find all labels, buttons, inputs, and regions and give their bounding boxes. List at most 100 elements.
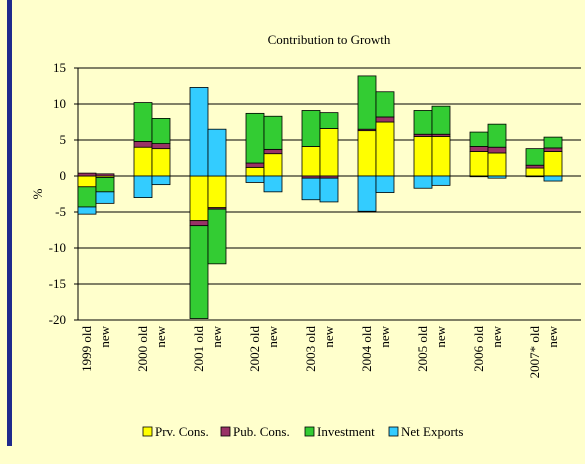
bar-segment: [207, 175, 227, 209]
chart-title: Contribution to Growth: [268, 32, 391, 47]
legend-swatch: [388, 426, 399, 437]
x-tick-label: new: [97, 325, 112, 347]
bar-segment: [319, 128, 339, 177]
bar-segment: [375, 116, 395, 123]
x-tick-label: 2000 old: [135, 326, 150, 372]
bar-segment: [77, 172, 97, 177]
bar-segment: [133, 175, 153, 199]
bar-segment: [301, 110, 321, 147]
bar-segment: [263, 153, 283, 177]
legend-label: Investment: [317, 424, 375, 439]
y-tick-label: 15: [53, 60, 66, 75]
bar-segment: [357, 130, 377, 177]
bar-segment: [319, 112, 339, 129]
x-tick-label: new: [265, 325, 280, 347]
bar-segment: [375, 91, 395, 118]
x-tick-label: new: [433, 325, 448, 347]
bar-segment: [189, 175, 209, 222]
bar-segment: [431, 105, 451, 135]
bar-segment: [301, 177, 321, 201]
bar-segment: [95, 191, 115, 204]
x-tick-label: new: [321, 325, 336, 347]
legend-label: Prv. Cons.: [155, 424, 209, 439]
side-strip: [7, 0, 12, 446]
bar-segment: [375, 175, 395, 193]
y-tick-label: 10: [53, 96, 66, 111]
bar-segment: [245, 162, 265, 168]
x-tick-label: new: [489, 325, 504, 347]
x-tick-label: new: [545, 325, 560, 347]
bar-segment: [189, 225, 209, 319]
bar-segment: [413, 175, 433, 189]
bar-segment: [133, 146, 153, 177]
y-tick-label: -20: [49, 312, 66, 327]
bar-segment: [469, 131, 489, 147]
bar-segment: [525, 148, 545, 166]
y-tick-label: 5: [60, 132, 67, 147]
x-tick-label: 1999 old: [79, 326, 94, 372]
bar-segment: [263, 115, 283, 150]
x-tick-label: new: [209, 325, 224, 347]
legend-label: Net Exports: [401, 424, 463, 439]
bar-segment: [133, 141, 153, 148]
bar-segment: [487, 175, 507, 179]
y-tick-label: -15: [49, 276, 66, 291]
bar-segment: [151, 148, 171, 177]
bar-segment: [525, 167, 545, 177]
bar-segment: [469, 151, 489, 177]
bar-segment: [151, 143, 171, 150]
bar-segment: [319, 177, 339, 203]
bar-segment: [207, 208, 227, 265]
bar-segment: [469, 146, 489, 152]
bar-segment: [151, 118, 171, 145]
bar-segment: [301, 146, 321, 177]
bar-segment: [543, 151, 563, 177]
y-axis-label: %: [30, 188, 45, 199]
x-tick-label: 2002 old: [247, 326, 262, 372]
bar-segment: [487, 146, 507, 154]
x-tick-label: 2003 old: [303, 326, 318, 372]
bar-segment: [95, 177, 115, 193]
bar-segment: [431, 135, 451, 177]
legend-label: Pub. Cons.: [233, 424, 290, 439]
bar-segment: [189, 87, 209, 177]
bar-segment: [469, 175, 489, 178]
bar-segment: [245, 166, 265, 177]
x-tick-label: new: [377, 325, 392, 347]
bar-segment: [525, 164, 545, 169]
bar-segment: [431, 175, 451, 186]
bar-segment: [413, 135, 433, 177]
legend-swatch: [220, 426, 231, 437]
x-tick-label: new: [153, 325, 168, 347]
bar-segment: [487, 152, 507, 177]
bar-segment: [77, 206, 97, 215]
bar-segment: [357, 75, 377, 130]
bar-segment: [95, 173, 115, 177]
bar-segment: [189, 220, 209, 227]
bar-segment: [77, 186, 97, 208]
bar-segment: [543, 147, 563, 152]
x-tick-label: 2007* old: [527, 326, 542, 379]
y-tick-label: 0: [60, 168, 67, 183]
x-tick-label: 2005 old: [415, 326, 430, 372]
bar-segment: [375, 121, 395, 177]
bar-segment: [133, 102, 153, 142]
bar-segment: [357, 175, 377, 212]
bar-segment: [77, 175, 97, 188]
bar-segment: [263, 148, 283, 155]
x-tick-label: 2006 old: [471, 326, 486, 372]
y-tick-label: -10: [49, 240, 66, 255]
bar-segment: [525, 175, 545, 178]
bar-segment: [263, 175, 283, 193]
bar-segment: [207, 128, 227, 177]
legend-swatch: [142, 426, 153, 437]
bar-segment: [151, 175, 171, 186]
bar-segment: [245, 175, 265, 183]
bar-segment: [543, 136, 563, 149]
x-tick-label: 2004 old: [359, 326, 374, 372]
bar-segment: [487, 123, 507, 148]
bar-segment: [543, 175, 563, 182]
x-tick-label: 2001 old: [191, 326, 206, 372]
